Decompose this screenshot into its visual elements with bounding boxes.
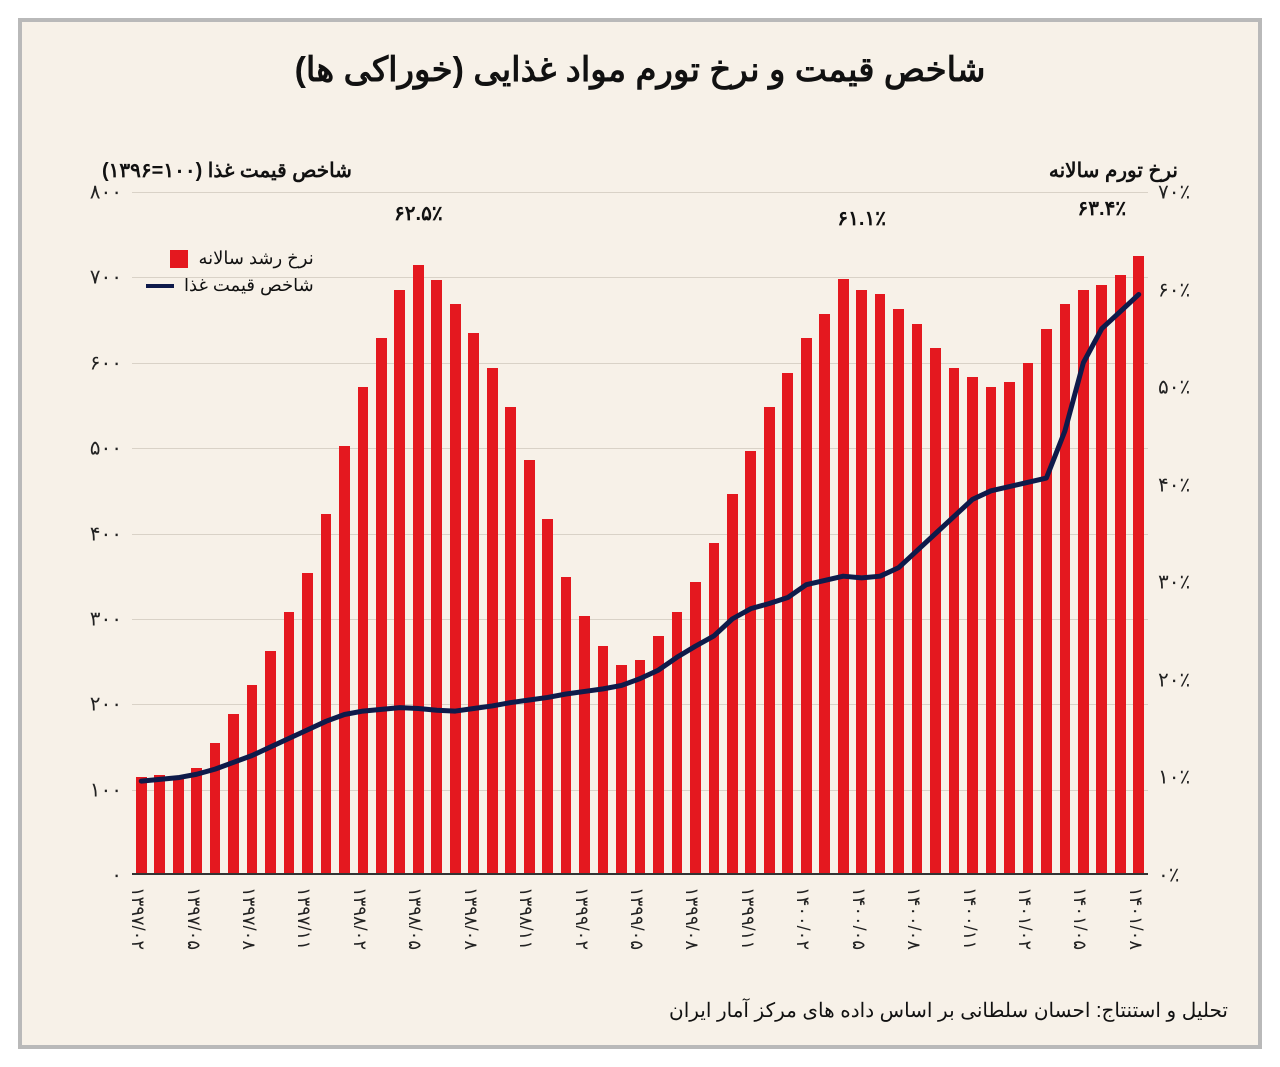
plot-area: شاخص قیمت غذا (۱۰۰=۱۳۹۶) نرخ تورم سالانه… xyxy=(132,192,1148,875)
y-left-tick: ۶۰۰ xyxy=(72,350,122,375)
y-right-tick: ۲۰٪ xyxy=(1158,667,1218,692)
plot: ۱۳۹۷/۰۲۱۳۹۷/۰۵۱۳۹۷/۰۸۱۳۹۷/۱۱۱۳۹۸/۰۲۱۳۹۸/… xyxy=(132,192,1148,875)
x-tick-label: ۱۴۰۰/۰۲ xyxy=(792,887,813,950)
x-tick-label: ۱۳۹۷/۰۲ xyxy=(127,887,148,950)
y-left-tick: ۸۰۰ xyxy=(72,180,122,205)
x-tick-label: ۱۳۹۸/۰۲ xyxy=(349,887,370,950)
x-tick-label: ۱۳۹۸/۰۵ xyxy=(404,887,425,950)
x-tick-label: ۱۴۰۰/۰۸ xyxy=(903,887,924,950)
peak-annotation: ۶۲.۵٪ xyxy=(394,201,443,226)
caption: تحلیل و استنتاج: احسان سلطانی بر اساس دا… xyxy=(669,998,1228,1023)
y-left-tick: ۳۰۰ xyxy=(72,606,122,631)
x-tick-label: ۱۴۰۱/۰۵ xyxy=(1069,887,1090,950)
peak-annotation: ۶۳.۴٪ xyxy=(1078,196,1127,221)
chart-frame: شاخص قیمت و نرخ تورم مواد غذایی (خوراکی … xyxy=(18,18,1262,1049)
y-left-tick: ۰ xyxy=(72,863,122,888)
y-left-tick: ۲۰۰ xyxy=(72,692,122,717)
x-tick-label: ۱۳۹۹/۰۵ xyxy=(626,887,647,950)
x-tick-label: ۱۴۰۰/۰۵ xyxy=(848,887,869,950)
y-right-tick: ۱۰٪ xyxy=(1158,765,1218,790)
x-tick-label: ۱۴۰۱/۰۲ xyxy=(1014,887,1035,950)
y-right-tick: ۶۰٪ xyxy=(1158,277,1218,302)
y-left-tick: ۵۰۰ xyxy=(72,436,122,461)
y-left-tick: ۱۰۰ xyxy=(72,777,122,802)
x-tick-label: ۱۳۹۷/۰۸ xyxy=(238,887,259,950)
x-tick-label: ۱۳۹۷/۱۱ xyxy=(293,887,314,950)
x-tick-label: ۱۴۰۱/۰۸ xyxy=(1125,887,1146,950)
y-right-tick: ۴۰٪ xyxy=(1158,472,1218,497)
y-left-tick: ۴۰۰ xyxy=(72,521,122,546)
page-outer: شاخص قیمت و نرخ تورم مواد غذایی (خوراکی … xyxy=(0,0,1280,1067)
axis-title-left: شاخص قیمت غذا (۱۰۰=۱۳۹۶) xyxy=(102,158,352,183)
line-layer xyxy=(132,192,1148,875)
x-tick-label: ۱۳۹۹/۰۲ xyxy=(571,887,592,950)
peak-annotation: ۶۱.۱٪ xyxy=(837,206,886,231)
x-tick-label: ۱۳۹۸/۰۸ xyxy=(460,887,481,950)
x-tick-label: ۱۳۹۹/۰۸ xyxy=(681,887,702,950)
y-left-tick: ۷۰۰ xyxy=(72,265,122,290)
y-right-tick: ۳۰٪ xyxy=(1158,570,1218,595)
x-tick-label: ۱۳۹۸/۱۱ xyxy=(515,887,536,950)
x-axis-baseline xyxy=(132,873,1148,875)
y-right-tick: ۷۰٪ xyxy=(1158,180,1218,205)
x-tick-label: ۱۳۹۹/۱۱ xyxy=(737,887,758,950)
x-tick-label: ۱۳۹۷/۰۵ xyxy=(183,887,204,950)
price-index-line xyxy=(141,294,1139,781)
x-tick-label: ۱۴۰۰/۱۱ xyxy=(959,887,980,950)
y-right-tick: ۰٪ xyxy=(1158,863,1218,888)
y-right-tick: ۵۰٪ xyxy=(1158,375,1218,400)
chart-title: شاخص قیمت و نرخ تورم مواد غذایی (خوراکی … xyxy=(22,50,1258,90)
